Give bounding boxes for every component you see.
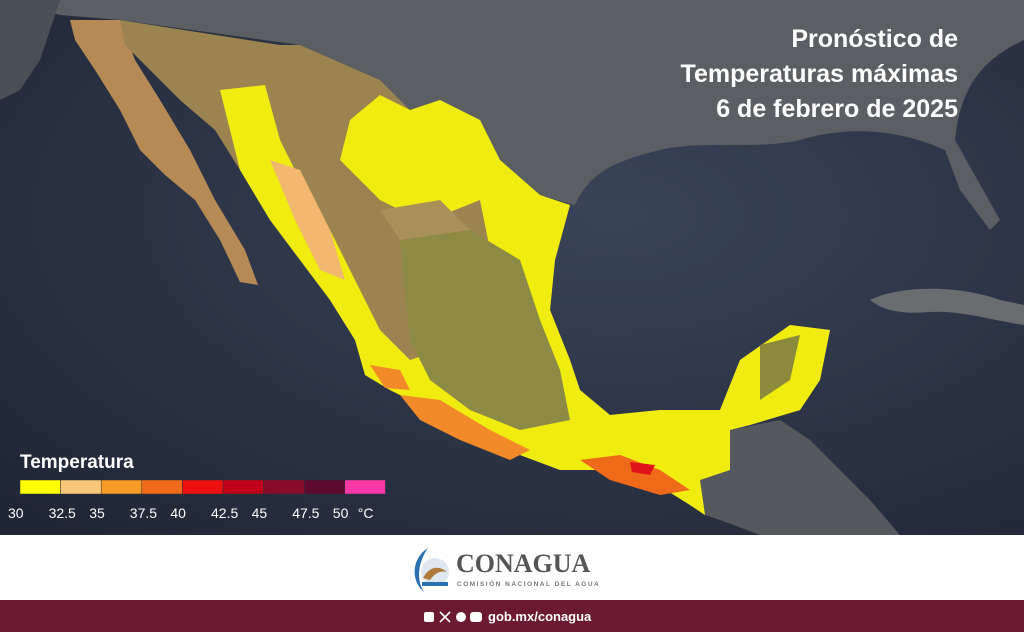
temp-zone-40 xyxy=(580,455,690,495)
temp-zone-37 xyxy=(400,395,530,460)
brand-subtitle: COMISIÓN NACIONAL DEL AGUA xyxy=(457,579,600,588)
bottom-bar xyxy=(0,600,1024,632)
legend-swatch xyxy=(303,479,346,495)
legend-tick-label: 30 xyxy=(8,505,24,521)
link[interactable]: gob.mx/conagua xyxy=(488,609,592,624)
legend-tick-label: 40 xyxy=(170,505,186,521)
title-line: 6 de febrero de 2025 xyxy=(716,95,958,123)
legend-swatch xyxy=(19,479,61,495)
plateau xyxy=(380,200,470,240)
social-icons xyxy=(424,611,482,623)
legend-unit: °C xyxy=(358,505,374,521)
legend-swatch xyxy=(263,479,305,495)
title-line: Pronóstico de xyxy=(791,25,958,53)
legend-tick-label: 45 xyxy=(252,505,268,521)
legend-tick-label: 50 xyxy=(333,505,349,521)
central-america xyxy=(700,420,900,535)
brand: CONAGUA xyxy=(456,549,591,578)
legend-swatch xyxy=(222,479,264,495)
highlands xyxy=(400,230,570,430)
temp-zone-35 xyxy=(270,160,345,280)
legend-swatch xyxy=(182,479,224,495)
legend-tick-label: 35 xyxy=(89,505,105,521)
cuba xyxy=(870,288,1024,325)
legend-tick-label: 37.5 xyxy=(130,505,157,521)
footer-band xyxy=(0,535,1024,600)
baja-california xyxy=(70,20,258,285)
temp-zone-42 xyxy=(630,462,655,475)
legend-swatch xyxy=(141,479,183,495)
title-line: Temperaturas máximas xyxy=(681,60,958,88)
legend-tick-label: 47.5 xyxy=(292,505,319,521)
temp-zone-37b xyxy=(370,365,410,390)
yucatan-patch xyxy=(760,335,800,400)
usa-land xyxy=(0,0,1024,230)
legend-title: Temperatura xyxy=(20,452,134,473)
coast xyxy=(0,0,60,100)
conagua-logo xyxy=(414,548,449,592)
legend-swatch xyxy=(100,479,143,495)
legend-tick-label: 42.5 xyxy=(211,505,238,521)
legend: 30 32.5 35 37.5 40 42.5 45 47.5 50 °C xyxy=(8,479,386,521)
legend-swatch xyxy=(344,479,386,495)
legend-tick-label: 32.5 xyxy=(49,505,76,521)
legend-swatch xyxy=(60,479,102,495)
